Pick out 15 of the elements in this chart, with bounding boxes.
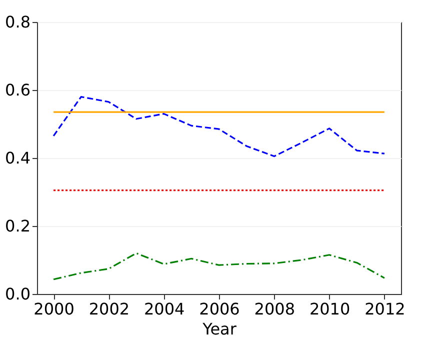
y-tick-label: 0.2 (5, 216, 30, 236)
x-tick-label: 2012 (364, 300, 406, 318)
x-axis-title: Year (202, 320, 237, 338)
x-tick-label: 2006 (199, 300, 240, 318)
line-series (52, 96, 386, 158)
y-tick-label: 0.0 (5, 284, 30, 304)
x-tick-label: 2008 (254, 300, 296, 318)
y-tick-label: 0.6 (5, 80, 30, 100)
x-tick-label: 2010 (309, 300, 350, 318)
y-tick-label: 0.8 (5, 12, 30, 32)
x-tick-label: 2000 (34, 300, 74, 318)
line-series (52, 252, 386, 280)
x-tick-label: 2004 (144, 300, 185, 318)
x-tick-label: 2002 (88, 300, 130, 318)
y-tick-label: 0.4 (5, 148, 30, 168)
